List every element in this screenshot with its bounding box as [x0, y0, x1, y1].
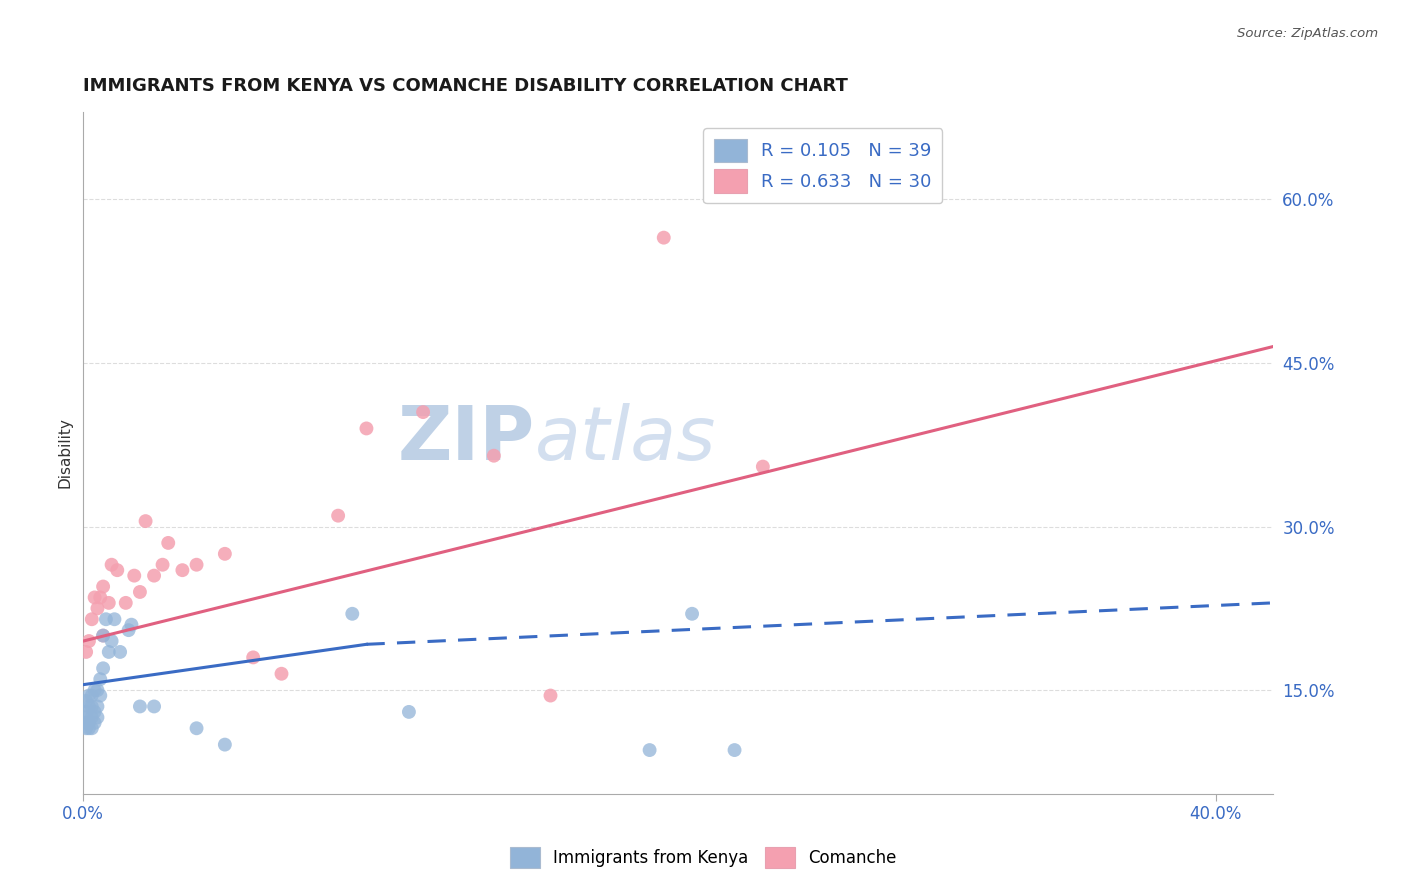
Point [83, 715, 105, 730]
Legend: Immigrants from Kenya, Comanche: Immigrants from Kenya, Comanche [503, 840, 903, 875]
Point [91, 629, 114, 643]
Point [86, 710, 108, 724]
Point [105, 563, 128, 577]
Point [80, 689, 103, 703]
Point [242, 650, 264, 665]
Point [89, 672, 111, 686]
Point [135, 514, 157, 528]
Text: ZIP: ZIP [398, 403, 536, 475]
Legend: R = 0.105   N = 39, R = 0.633   N = 30: R = 0.105 N = 39, R = 0.633 N = 30 [703, 128, 942, 203]
Y-axis label: Disability: Disability [58, 417, 72, 489]
Point [97, 645, 120, 659]
Point [75, 645, 97, 659]
Point [86, 601, 108, 615]
Point [326, 508, 349, 523]
Point [94, 612, 117, 626]
Point [412, 405, 434, 419]
Point [186, 721, 208, 735]
Point [89, 689, 111, 703]
Point [652, 230, 675, 244]
Point [75, 721, 97, 735]
Point [97, 596, 120, 610]
Point [83, 683, 105, 698]
Point [83, 591, 105, 605]
Point [80, 699, 103, 714]
Point [540, 689, 562, 703]
Point [80, 710, 103, 724]
Point [91, 661, 114, 675]
Point [117, 623, 139, 637]
Point [129, 699, 152, 714]
Point [143, 568, 166, 582]
Point [77, 715, 100, 730]
Point [91, 580, 114, 594]
Point [398, 705, 420, 719]
Point [75, 710, 97, 724]
Point [80, 721, 103, 735]
Point [86, 683, 108, 698]
Point [681, 607, 703, 621]
Point [270, 666, 292, 681]
Text: IMMIGRANTS FROM KENYA VS COMANCHE DISABILITY CORRELATION CHART: IMMIGRANTS FROM KENYA VS COMANCHE DISABI… [83, 78, 848, 95]
Point [143, 699, 166, 714]
Point [83, 705, 105, 719]
Point [100, 634, 122, 648]
Point [91, 629, 114, 643]
Point [157, 536, 180, 550]
Point [75, 705, 97, 719]
Point [723, 743, 745, 757]
Point [342, 607, 364, 621]
Point [75, 694, 97, 708]
Text: atlas: atlas [536, 403, 717, 475]
Point [77, 689, 100, 703]
Point [80, 612, 103, 626]
Point [108, 645, 131, 659]
Point [100, 558, 122, 572]
Point [89, 591, 111, 605]
Point [214, 738, 236, 752]
Point [103, 612, 125, 626]
Point [186, 558, 208, 572]
Point [482, 449, 505, 463]
Point [75, 715, 97, 730]
Point [77, 721, 100, 735]
Point [752, 459, 775, 474]
Point [86, 699, 108, 714]
Point [122, 568, 145, 582]
Point [638, 743, 661, 757]
Point [172, 563, 194, 577]
Text: Source: ZipAtlas.com: Source: ZipAtlas.com [1237, 27, 1378, 40]
Point [152, 558, 174, 572]
Point [129, 585, 152, 599]
Point [356, 421, 378, 435]
Point [77, 699, 100, 714]
Point [214, 547, 236, 561]
Point [114, 596, 136, 610]
Point [77, 634, 100, 648]
Point [120, 617, 142, 632]
